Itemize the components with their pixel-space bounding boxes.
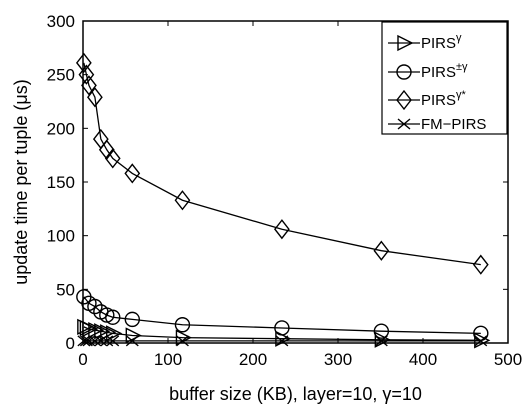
series-3-point-3 [88,335,102,347]
series-2-point-0 [75,52,92,74]
series-1-point-5 [105,309,121,325]
series-3-point-2 [82,335,96,347]
series-3-point-9 [275,335,289,347]
series-0-point-2 [82,320,99,338]
legend-marker-3 [397,118,411,130]
series-0-point-5 [100,324,117,341]
y-tick-label-0: 0 [66,334,75,353]
series-1-point-2 [87,298,103,315]
y-tick-label-1: 50 [56,280,75,299]
y-tick-label-4: 200 [47,119,75,138]
x-tick-label-4: 400 [409,350,437,369]
series-2-point-6 [104,148,121,169]
series-3-point-0 [77,335,91,347]
y-tick-label-3: 150 [47,173,75,192]
series-3 [77,335,488,347]
x-tick-label-1: 100 [154,350,182,369]
series-1-point-7 [174,317,191,333]
series-line-0 [83,326,481,341]
y-tick-label-2: 100 [47,227,75,246]
legend-label-name-2: PIRS [421,92,456,109]
series-2-point-7 [124,163,141,184]
series-2-point-3 [87,87,103,108]
legend-label-sup-2: γ* [456,89,467,101]
legend-marker-1 [396,64,412,80]
legend-label-name-1: PIRS [421,64,456,81]
series-2-point-1 [78,64,95,85]
legend-label-name-0: PIRS [421,35,456,52]
series-0-point-3 [88,321,105,339]
legend-box [381,21,508,135]
series-2-point-8 [174,190,191,211]
legend-marker-2 [396,89,412,111]
legend-label-0: PIRSγ [421,32,462,52]
y-tick-label-5: 250 [47,66,75,85]
y-tick-label-6: 300 [47,12,75,31]
series-2-point-9 [274,219,290,240]
series-3-point-6 [106,335,120,347]
series-3-point-11 [474,335,488,347]
x-tick-label-5: 500 [494,350,522,369]
series-0-point-4 [94,323,111,340]
series-3-point-5 [100,335,114,347]
x-tick-label-3: 300 [324,350,352,369]
x-tick-label-0: 0 [78,350,87,369]
x-tick-label-2: 200 [239,350,267,369]
series-1 [76,289,489,342]
series-2 [75,52,489,275]
legend-label-sup-1: ±γ [456,61,468,73]
series-1-point-6 [124,311,141,328]
y-axis-label: update time per tuple (μs) [11,79,31,284]
series-2-point-2 [81,75,97,96]
series-line-1 [83,296,481,334]
series-1-point-8 [274,320,290,336]
legend-label-3: FM−PIRS [421,116,486,133]
legend-label-2: PIRSγ* [421,89,467,109]
series-0-point-6 [106,325,123,342]
legend-label-name-3: FM−PIRS [421,116,486,133]
series-2-point-10 [373,240,390,261]
series-3-point-8 [176,335,189,347]
series-3-point-10 [374,335,388,347]
series-1-point-9 [373,323,390,339]
series-2-point-11 [472,254,489,275]
series-0 [77,318,491,349]
series-3-point-7 [125,335,139,347]
legend-marker-0 [397,34,414,52]
axis-ticks: 0 100 200 300 400 500 0 50 100 150 200 250 300 [47,12,523,369]
x-axis-label: buffer size (KB), layer=10, γ=10 [169,384,422,404]
series-layer [75,52,491,349]
series-0-point-10 [374,331,391,348]
legend-label-sup-0: γ [456,32,462,44]
series-3-point-4 [94,335,108,347]
legend-label-1: PIRS±γ [421,61,468,81]
series-0-point-7 [125,327,142,344]
